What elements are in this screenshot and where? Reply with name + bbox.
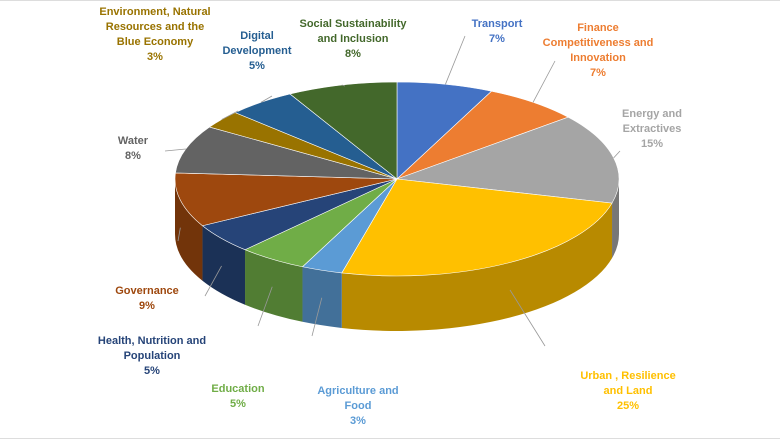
value-label: 3% [350,415,366,427]
data-label: Health, Nutrition and Population 5% [92,334,212,379]
leader-line [509,289,546,347]
data-label: Social Sustainability and Inclusion 8% [293,17,413,62]
slice-side [612,179,619,259]
data-label: Environment, Natural Resources and the B… [95,5,215,65]
slice-side [302,266,342,328]
leader-line [221,110,239,120]
slice [175,126,398,180]
value-label: 15% [640,138,664,150]
data-label: Education 5% [198,382,278,412]
slice-side [341,203,613,331]
slice [341,178,613,277]
leader-line [260,95,273,103]
value-label: 3% [147,51,163,63]
slice [396,116,620,204]
data-label: Water 8% [103,134,163,164]
category-label: Finance Competitiveness and Innovation [542,22,654,64]
category-label: Health, Nutrition and Population [97,335,207,362]
value-label: 8% [345,48,361,60]
leader-line [257,286,273,327]
leader-line [445,35,466,85]
category-label: Energy and Extractives [622,108,682,135]
value-label: 5% [249,60,265,72]
category-label: Social Sustainability and Inclusion [299,18,407,45]
data-label: Finance Competitiveness and Innovation 7% [538,21,658,81]
category-label: Digital Development [222,30,292,57]
slice-side [202,225,246,305]
category-label: Transport [471,18,523,30]
leader-line [532,60,556,103]
category-label: Agriculture and Food [317,385,399,412]
category-label: Environment, Natural Resources and the B… [99,6,211,48]
data-label: Governance 9% [102,284,192,314]
slice-side [245,249,303,322]
data-label: Transport 7% [457,17,537,47]
data-label: Urban , Resilience and Land 25% [573,369,683,414]
value-label: 5% [230,398,246,410]
value-label: 7% [590,67,606,79]
value-label: 5% [144,365,160,377]
slice-side [175,179,203,281]
value-label: 7% [489,33,505,45]
category-label: Education [211,383,265,395]
leader-line [341,84,346,87]
value-label: 25% [616,400,640,412]
leader-line [164,148,186,152]
category-label: Governance [115,285,179,297]
category-label: Water [117,135,149,147]
category-label: Urban , Resilience and Land [580,370,676,397]
leader-line [311,297,323,337]
data-label: Agriculture and Food 3% [303,384,413,429]
value-label: 8% [125,150,141,162]
leader-line [613,150,621,159]
data-label: Digital Development 5% [212,29,302,74]
leader-line [204,265,222,297]
leader-line [177,227,181,242]
value-label: 9% [139,300,155,312]
slice [174,172,398,227]
data-label: Energy and Extractives 15% [602,107,702,152]
